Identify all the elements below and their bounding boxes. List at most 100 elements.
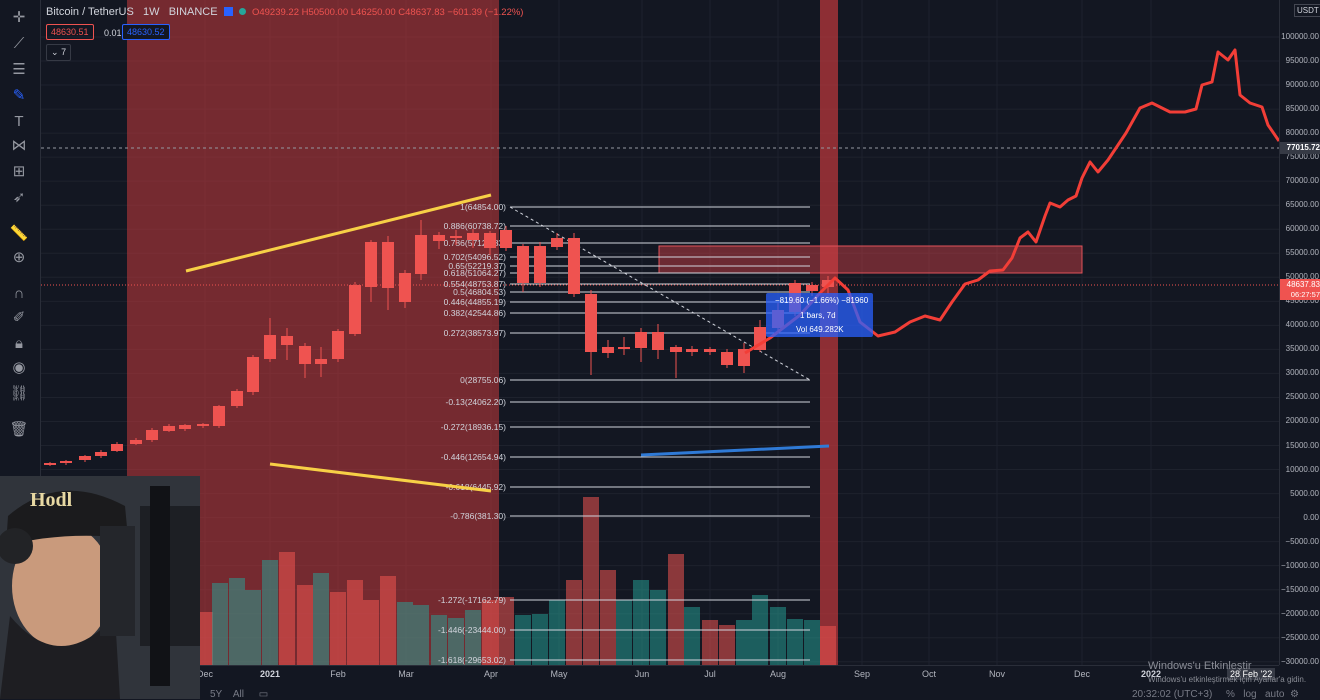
candle-body <box>652 332 664 350</box>
text-icon[interactable]: T <box>14 112 24 130</box>
candle-body <box>264 335 276 359</box>
fib-level-label: -0.618(6445.92) <box>446 482 507 492</box>
volume-bar <box>515 615 531 665</box>
percent-toggle[interactable]: % <box>1226 689 1235 700</box>
calendar-icon[interactable]: ▭ <box>258 689 269 700</box>
cap-text: Hodl <box>30 489 73 511</box>
resistance-zone[interactable] <box>658 245 1083 274</box>
upper-trend-line[interactable] <box>185 193 492 273</box>
candle <box>399 270 411 308</box>
sell-price-box[interactable]: 48630.51 <box>46 24 94 40</box>
streamer-image: Hodl <box>0 476 200 699</box>
fib-retracement-icon[interactable]: ☰ <box>12 61 26 78</box>
fib-level-label: -0.786(381.30) <box>450 511 506 521</box>
blue-trend-line[interactable] <box>640 444 830 457</box>
candle-body <box>44 463 56 465</box>
fib-retracement[interactable]: 1(64854.00) 0.886(60738.72) 0.786(57128.83… <box>438 202 810 665</box>
candle <box>602 340 614 358</box>
time-tick-label: Jun <box>634 669 650 679</box>
time-tick-label: Aug <box>769 669 786 679</box>
price-tick-label: −15000.00 <box>1280 584 1319 594</box>
volume-bar <box>347 580 363 665</box>
zoom-icon[interactable]: ⊕ <box>12 249 26 266</box>
lock-icon[interactable]: 🔒︎ <box>15 334 23 352</box>
candle-body <box>130 440 142 444</box>
price-tick-label: 0.00 <box>1303 512 1319 522</box>
time-tick-label: Mar <box>398 669 414 679</box>
candle-body <box>618 347 630 349</box>
symbol-legend: Bitcoin / TetherUS 1W BINANCE O49239.22 … <box>46 6 523 18</box>
fib-level-label: -1.272(-17162.79) <box>438 595 506 605</box>
price-tick-label: 20000.00 <box>1285 416 1319 426</box>
candle-body <box>399 273 411 302</box>
fib-level-label: 0.446(44855.19) <box>444 297 507 307</box>
indicators-toggle[interactable]: ⌄ 7 <box>46 44 72 61</box>
spread-value: 0.01 <box>104 28 122 38</box>
rocket-icon[interactable]: ➶ <box>12 189 26 206</box>
time-axis[interactable]: Dec 2021 Feb Mar Apr May Jun Jul Aug Sep Oct Nov Dec… <box>41 665 1279 700</box>
volume-bar <box>262 560 278 665</box>
candle-body <box>247 357 259 392</box>
candle <box>315 347 327 377</box>
price-tick-label: 55000.00 <box>1285 248 1319 258</box>
candle <box>264 318 276 362</box>
range-5y[interactable]: 5Y <box>210 689 223 700</box>
candle <box>433 232 445 249</box>
candle-body <box>382 242 394 288</box>
ruler-icon[interactable]: 📏 <box>9 225 29 242</box>
auto-toggle[interactable]: auto <box>1264 689 1285 700</box>
time-tick-label: Feb <box>330 669 346 679</box>
range-all[interactable]: All <box>232 689 244 700</box>
lock-drawing-icon[interactable]: ✐ <box>12 309 26 326</box>
measure-tooltip <box>766 293 873 337</box>
lower-trend-line[interactable] <box>269 462 492 493</box>
fib-level-label: 0(28755.06) <box>460 375 506 385</box>
candle-body <box>179 425 191 429</box>
trash-icon[interactable]: 🗑︎ <box>9 421 29 438</box>
candle-body <box>484 233 496 248</box>
candle <box>79 455 91 462</box>
symbol-name[interactable]: Bitcoin / TetherUS <box>46 6 134 18</box>
brush-icon[interactable]: ✎ <box>12 87 26 104</box>
prediction-icon[interactable]: ⊞ <box>12 163 26 180</box>
range-bar: 5Y All ▭ <box>200 689 268 700</box>
candle <box>44 462 56 466</box>
settings-icon[interactable]: ⚙ <box>1289 689 1299 700</box>
fib-level-label: 0.886(60738.72) <box>444 221 507 231</box>
fib-level-label: -0.446(12654.94) <box>441 452 506 462</box>
buy-price-box[interactable]: 48630.52 <box>122 24 170 40</box>
time-tick-label: 2021 <box>260 669 281 679</box>
magnet-icon[interactable]: ∩ <box>13 284 25 302</box>
fib-level-label: 0.65(52219.37) <box>448 261 506 271</box>
eye-icon[interactable]: ◉ <box>12 359 26 376</box>
interval-label[interactable]: 1W <box>143 6 160 18</box>
fib-level-label: -0.13(24062.20) <box>446 397 507 407</box>
candle <box>281 328 293 360</box>
candle-body <box>231 391 243 406</box>
chart-canvas[interactable]: 1(64854.00) 0.886(60738.72) 0.786(57128.83… <box>41 0 1279 665</box>
pattern-icon[interactable]: ⋈ <box>11 137 27 154</box>
candle-body <box>299 346 311 364</box>
candle <box>231 389 243 408</box>
volume-bar <box>363 600 379 665</box>
candle <box>332 329 344 362</box>
projection-path[interactable] <box>744 48 1279 355</box>
trend-line-icon[interactable]: ⟋ <box>13 34 25 52</box>
volume-bar <box>787 619 803 665</box>
candle-body <box>111 444 123 451</box>
price-axis[interactable]: USDT 100000.00 95000.00 90000.00 85000.00 80… <box>1279 0 1320 666</box>
candle <box>534 242 546 287</box>
volume-bar <box>245 590 261 665</box>
volume-bar <box>583 497 599 665</box>
log-toggle[interactable]: log <box>1243 689 1257 700</box>
time-tick-label: Nov <box>988 669 1005 679</box>
windows-watermark-title: Windows'u Etkinleştir <box>1148 660 1252 672</box>
price-tick-label: 80000.00 <box>1285 128 1319 138</box>
crosshair-icon[interactable]: ✛ <box>12 9 26 26</box>
candle-body <box>197 424 209 426</box>
candle-body <box>686 349 698 352</box>
clock-label: 20:32:02 (UTC+3) <box>1132 689 1213 700</box>
candle-body <box>806 285 818 291</box>
link-icon[interactable]: ⛓︎ <box>9 385 29 402</box>
candle <box>95 450 107 458</box>
